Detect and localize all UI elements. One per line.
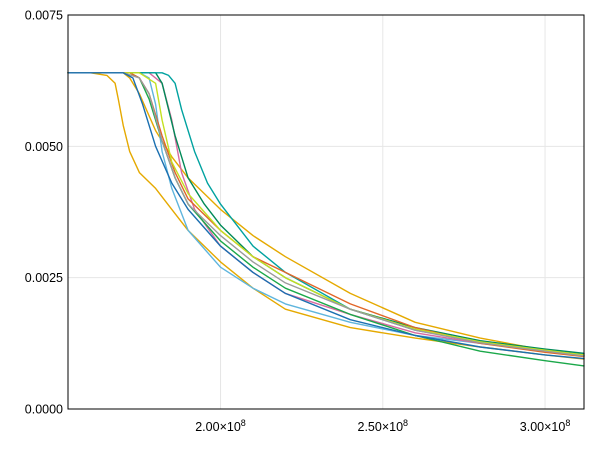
series-line-9 [67, 72, 585, 356]
plot-frame [67, 14, 585, 410]
series-line-7 [67, 72, 585, 367]
x-tick-labels: 2.00×108 2.50×108 3.00×108 [195, 418, 570, 434]
y-tick-label-2: 0.0050 [25, 140, 63, 154]
series-line-2 [67, 72, 585, 357]
series-line-5 [67, 72, 585, 354]
x-tick-label-2: 3.00×108 [520, 418, 571, 434]
x-tick-label-1: 2.50×108 [358, 418, 409, 434]
y-tick-label-1: 0.0025 [25, 271, 63, 285]
series-lines [67, 72, 585, 367]
series-line-11 [67, 72, 585, 360]
x-tick-label-0: 2.00×108 [195, 418, 246, 434]
series-line-10 [67, 72, 585, 357]
series-line-1 [67, 72, 585, 360]
y-tick-label-3: 0.0075 [25, 9, 63, 23]
y-tick-label-0: 0.0000 [25, 403, 63, 417]
y-tick-labels: 0.0000 0.0025 0.0050 0.0075 [25, 9, 63, 417]
